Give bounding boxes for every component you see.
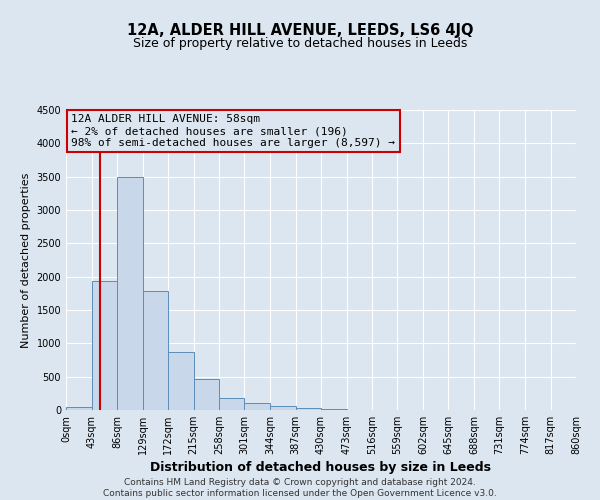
Bar <box>168 352 193 410</box>
Bar <box>143 292 168 410</box>
Bar <box>219 398 245 410</box>
Text: Size of property relative to detached houses in Leeds: Size of property relative to detached ho… <box>133 38 467 51</box>
Bar <box>296 408 321 410</box>
Text: 12A, ALDER HILL AVENUE, LEEDS, LS6 4JQ: 12A, ALDER HILL AVENUE, LEEDS, LS6 4JQ <box>127 22 473 38</box>
Bar <box>117 176 143 410</box>
Y-axis label: Number of detached properties: Number of detached properties <box>21 172 31 348</box>
X-axis label: Distribution of detached houses by size in Leeds: Distribution of detached houses by size … <box>151 461 491 474</box>
Bar <box>270 406 296 410</box>
Bar <box>245 404 270 410</box>
Bar <box>66 406 91 410</box>
Text: Contains HM Land Registry data © Crown copyright and database right 2024.
Contai: Contains HM Land Registry data © Crown c… <box>103 478 497 498</box>
Bar <box>91 280 117 410</box>
Bar <box>193 380 219 410</box>
Text: 12A ALDER HILL AVENUE: 58sqm
← 2% of detached houses are smaller (196)
98% of se: 12A ALDER HILL AVENUE: 58sqm ← 2% of det… <box>71 114 395 148</box>
